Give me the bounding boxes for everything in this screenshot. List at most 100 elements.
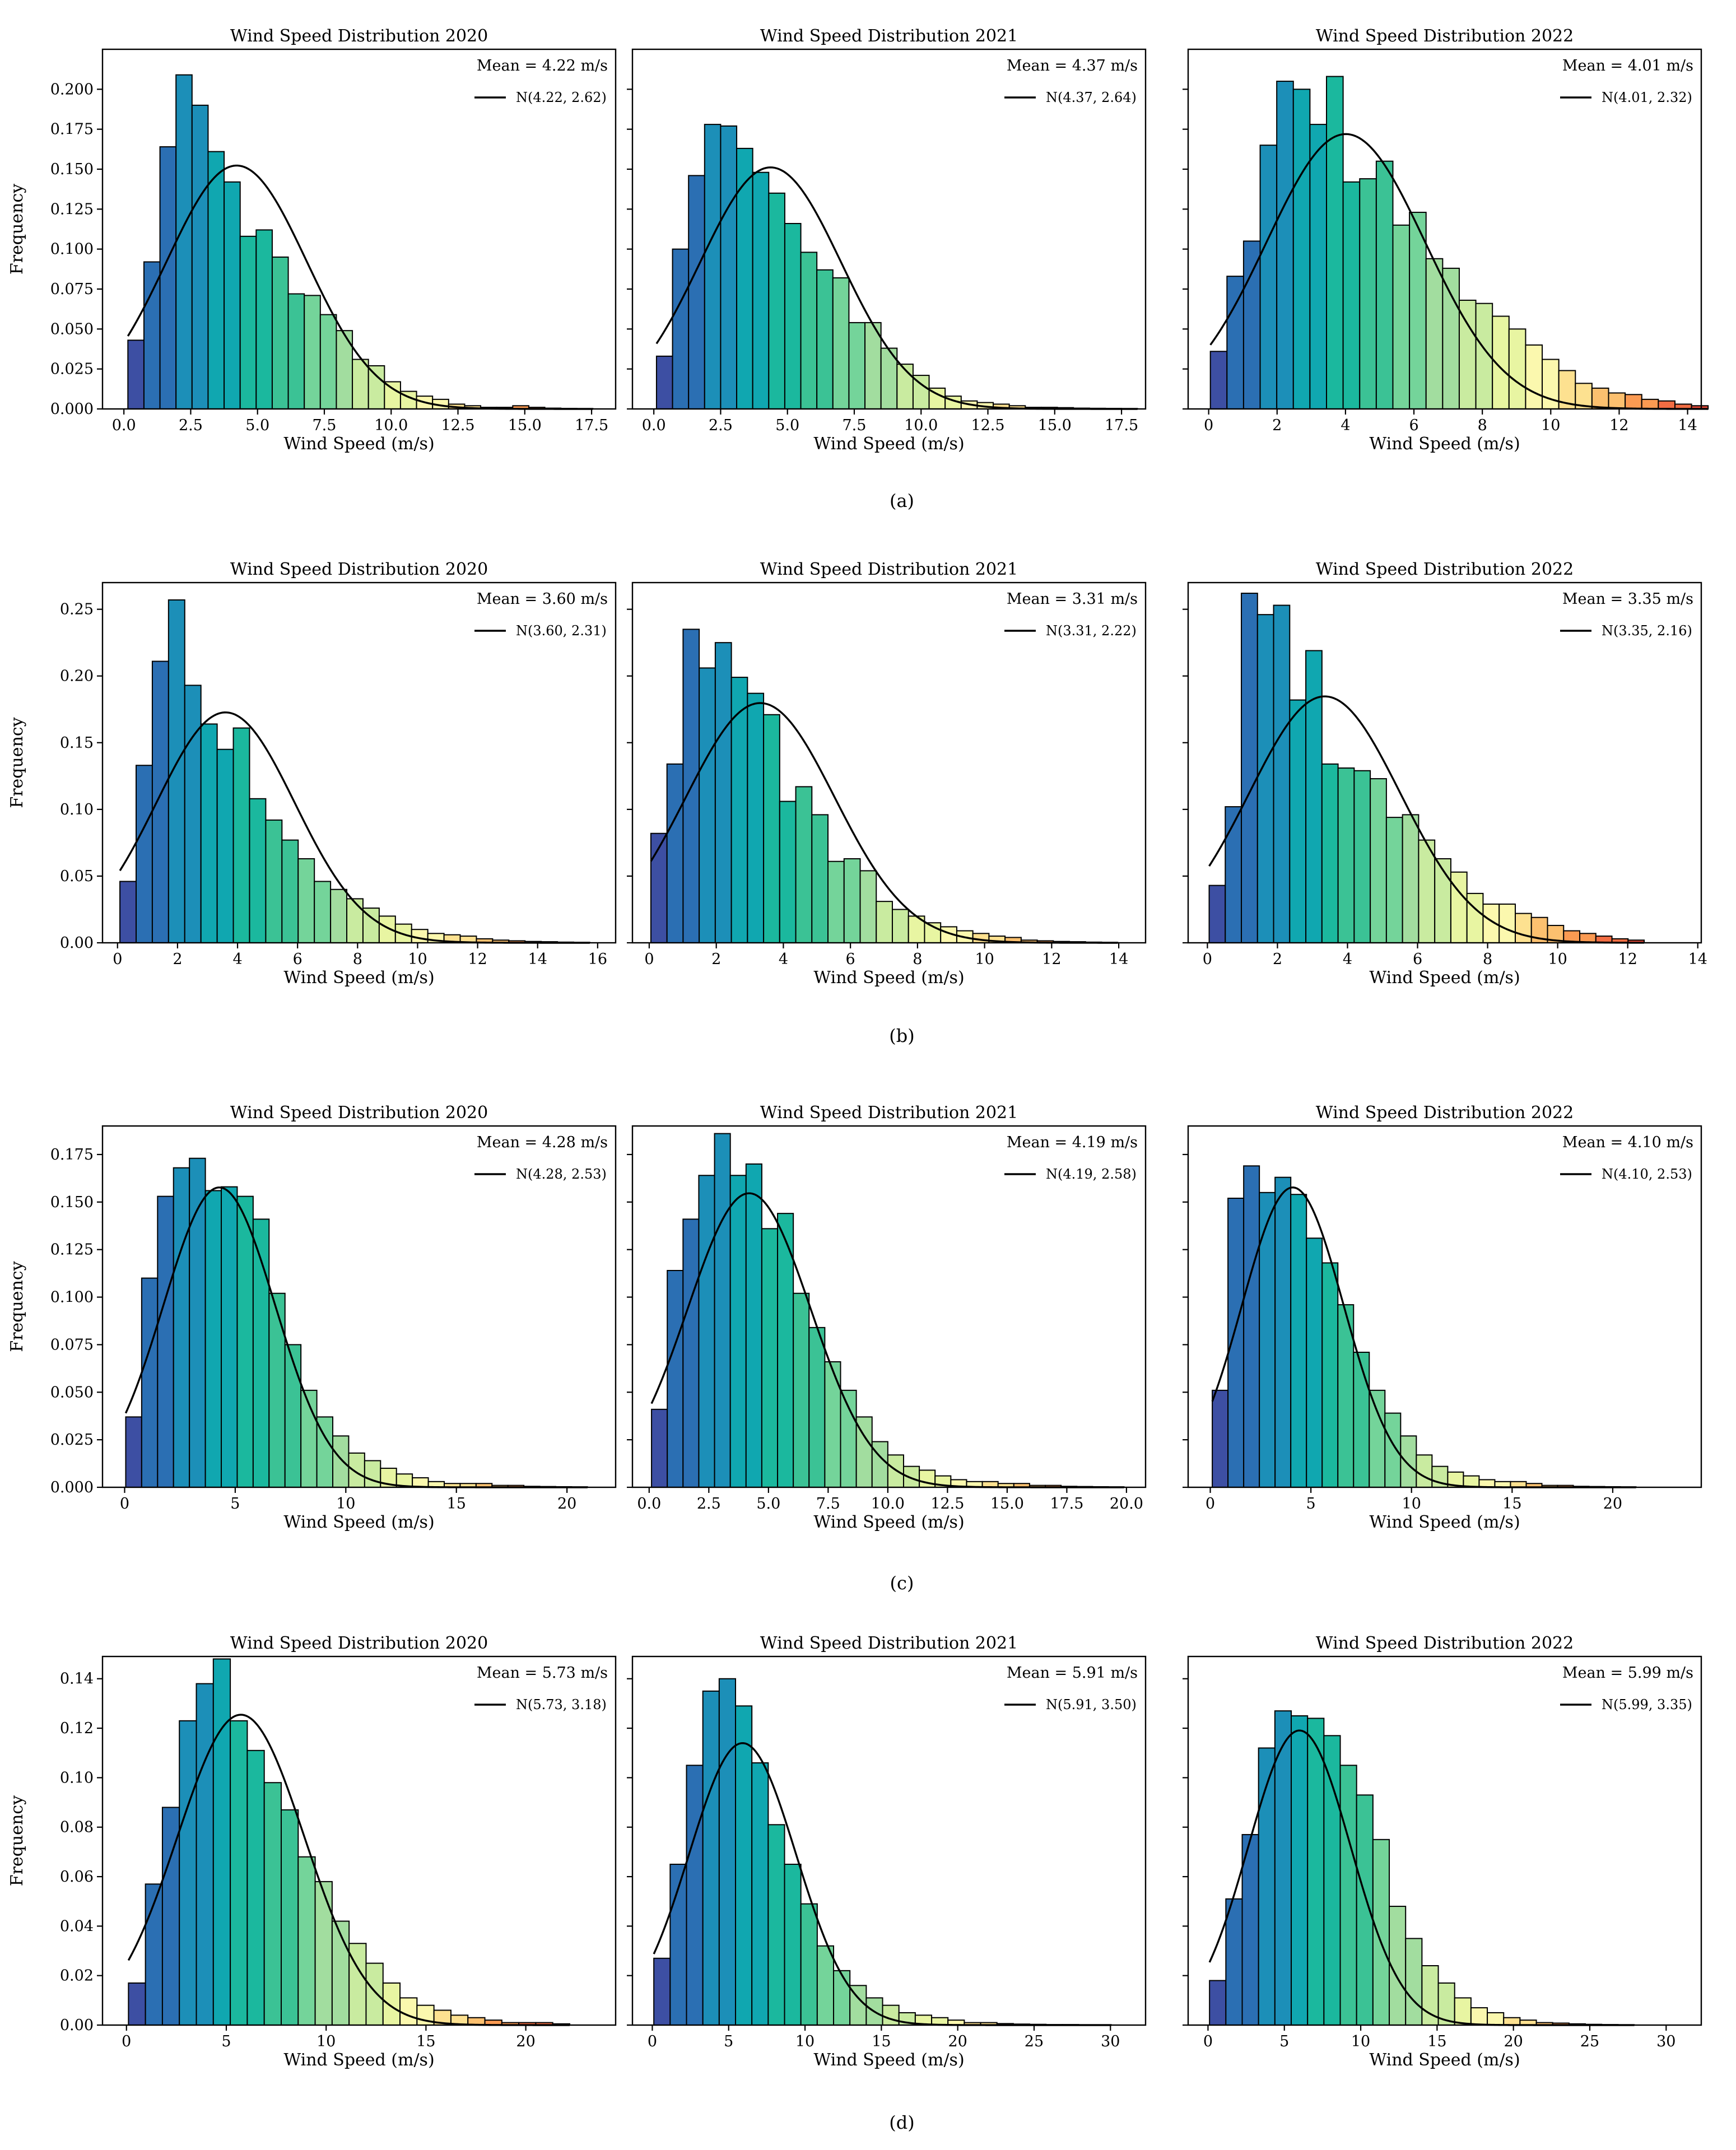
histogram-bar: [304, 295, 321, 409]
histogram-bar: [800, 1903, 818, 2026]
histogram-bar: [763, 714, 780, 944]
histogram-bar: [1208, 885, 1226, 943]
histogram-bar: [1326, 76, 1344, 409]
y-tick-label: 0.100: [50, 1289, 94, 1306]
x-tick-label: 12.5: [971, 417, 1004, 434]
x-tick-label: 5: [221, 2033, 231, 2050]
histogram-bar: [833, 1970, 851, 2026]
histogram-bar: [348, 1452, 365, 1488]
histogram-bar: [179, 1720, 197, 2026]
histogram-bar: [882, 2004, 900, 2026]
x-axis-label: Wind Speed (m/s): [813, 2050, 964, 2070]
histogram-bar: [1353, 1351, 1370, 1488]
x-tick-label: 10: [336, 1495, 355, 1513]
subplot-title: Wind Speed Distribution 2022: [1316, 1634, 1574, 1653]
x-tick-label: 15: [872, 2033, 891, 2050]
histogram-bar: [1487, 2012, 1505, 2026]
histogram-bar: [745, 1163, 762, 1488]
x-tick-label: 25: [1580, 2033, 1599, 2050]
x-tick-label: 10.0: [904, 417, 938, 434]
x-tick-label: 7.5: [843, 417, 867, 434]
mean-annotation: Mean = 5.73 m/s: [477, 1664, 608, 1682]
histogram-bar: [1212, 1389, 1229, 1488]
x-tick-label: 15.0: [1038, 417, 1072, 434]
x-tick-label: 12: [468, 951, 487, 968]
y-tick-label: 0.08: [60, 1819, 94, 1836]
y-tick-label: 0.075: [50, 281, 94, 298]
y-tick-label: 0.10: [60, 801, 94, 818]
histogram-bar: [382, 1982, 401, 2026]
histogram-bar: [364, 1460, 381, 1488]
legend-label: N(5.91, 3.50): [1046, 1697, 1137, 1712]
x-tick-label: 12.5: [441, 417, 474, 434]
x-tick-label: 15: [1427, 2033, 1446, 2050]
mean-annotation: Mean = 4.22 m/s: [477, 57, 608, 75]
histogram-bar: [141, 1277, 159, 1488]
y-tick-label: 0.200: [50, 81, 94, 98]
x-tick-label: 25: [1025, 2033, 1044, 2050]
histogram-bar: [1225, 806, 1242, 943]
histogram-bar: [1342, 181, 1361, 409]
y-tick-label: 0.000: [50, 401, 94, 418]
mean-annotation: Mean = 4.37 m/s: [1007, 57, 1138, 75]
histogram-bar: [212, 1658, 231, 2026]
x-tick-label: 5.0: [756, 1495, 780, 1513]
histogram-bar: [151, 660, 169, 943]
x-tick-label: 14: [528, 951, 547, 968]
histogram-bar: [816, 269, 834, 410]
y-tick-label: 0.02: [60, 1967, 94, 1985]
histogram-bar: [246, 1749, 265, 2026]
histogram-bar: [736, 147, 753, 409]
x-tick-label: 17.5: [1105, 417, 1138, 434]
axes-frame: [101, 48, 617, 410]
histogram-bar: [876, 901, 893, 944]
x-tick-label: 10: [795, 2033, 815, 2050]
histogram-bar: [653, 1957, 671, 2026]
y-tick-label: 0.075: [50, 1336, 94, 1353]
histogram-bar: [191, 104, 209, 409]
histogram-bar: [196, 1683, 214, 2026]
histogram-bar: [1466, 892, 1484, 944]
x-tick-label: 5: [724, 2033, 733, 2050]
x-tick-label: 0: [1203, 951, 1212, 968]
subfigure-caption: (b): [889, 1025, 914, 1046]
histogram-bar: [1259, 145, 1278, 409]
x-axis-label: Wind Speed (m/s): [813, 968, 964, 988]
legend-label: N(4.28, 2.53): [516, 1166, 607, 1182]
legend-label: N(4.22, 2.62): [516, 90, 607, 105]
histogram-bar: [1339, 1765, 1357, 2026]
histogram-bar: [1290, 1194, 1307, 1488]
histogram-bar: [159, 146, 177, 409]
histogram-bar: [204, 1190, 222, 1488]
histogram-bar: [1384, 1412, 1402, 1488]
axes-frame: [1187, 1655, 1702, 2026]
histogram-bar: [1226, 276, 1244, 410]
histogram-bar: [207, 151, 225, 409]
histogram-bar: [1498, 903, 1516, 943]
histogram-bar: [902, 1465, 920, 1488]
legend-label: N(3.60, 2.31): [516, 623, 607, 639]
legend-label: N(5.73, 3.18): [516, 1697, 607, 1712]
x-tick-label: 2.5: [179, 417, 203, 434]
mean-annotation: Mean = 3.60 m/s: [477, 590, 608, 608]
histogram-bar: [297, 1856, 316, 2026]
histogram-bar: [1470, 2007, 1488, 2026]
axes-frame: [101, 581, 617, 944]
x-tick-label: 15: [447, 1495, 466, 1513]
x-tick-label: 30: [1656, 2033, 1676, 2050]
histogram-bar: [1454, 1997, 1472, 2026]
histogram-bar: [143, 261, 161, 409]
histogram-bar: [730, 677, 748, 943]
histogram-bar: [1442, 267, 1460, 409]
histogram-bar: [891, 909, 909, 943]
histogram-bar: [284, 1344, 302, 1488]
histogram-bar: [729, 1175, 747, 1488]
histogram-bar: [752, 171, 770, 409]
y-tick-label: 0.150: [50, 1194, 94, 1211]
histogram-bar: [236, 1195, 254, 1488]
x-tick-label: 0: [648, 2033, 657, 2050]
histogram-bar: [779, 801, 797, 944]
histogram-bar: [1256, 614, 1274, 944]
subplot-title: Wind Speed Distribution 2021: [760, 26, 1018, 46]
